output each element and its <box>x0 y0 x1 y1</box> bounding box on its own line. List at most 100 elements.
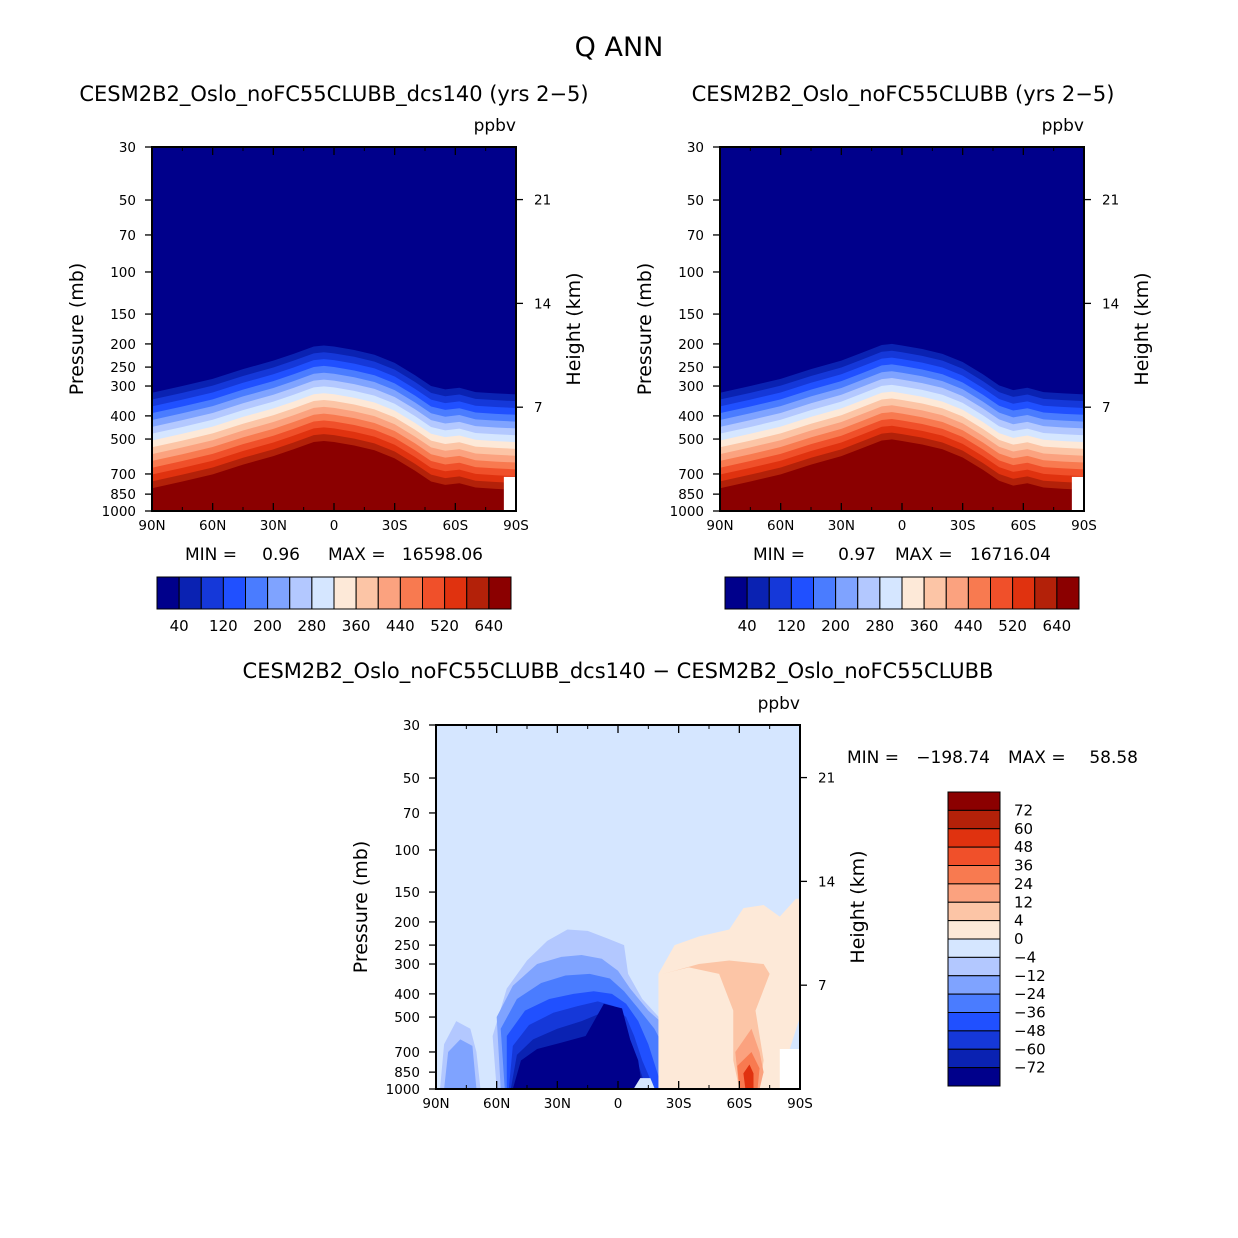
colorbar-swatch <box>945 576 969 610</box>
colorbar-label: 280 <box>866 617 895 635</box>
y-tick-label: 200 <box>394 915 420 931</box>
colorbar-swatch <box>746 576 770 610</box>
colorbar-label: −36 <box>1014 1004 1046 1022</box>
panel-model-a: CESM2B2_Oslo_noFC55CLUBB_dcs140 (yrs 2−5… <box>66 82 589 635</box>
colorbar-swatch <box>724 576 748 610</box>
max-value: 16598.06 <box>402 545 483 565</box>
colorbar-swatch <box>947 1067 1001 1087</box>
y-tick-label: 850 <box>394 1065 420 1081</box>
y-tick-label: 200 <box>110 337 136 353</box>
y-tick-label: 700 <box>394 1045 420 1061</box>
x-tick-label: 30S <box>950 518 976 534</box>
y-tick-label: 30 <box>119 140 136 156</box>
contour-region <box>779 1048 800 1089</box>
colorbar-label: 12 <box>1014 893 1033 911</box>
min-label: MIN = <box>185 545 237 565</box>
colorbar-label: 520 <box>998 617 1027 635</box>
contour-lower-region <box>720 439 1084 511</box>
contour-field <box>720 147 1084 511</box>
x-tick-label: 90S <box>787 1096 813 1112</box>
x-tick-label: 0 <box>614 1096 623 1112</box>
colorbar-label: 280 <box>298 617 327 635</box>
colorbar-swatch <box>947 828 1001 848</box>
y-tick-label: 1000 <box>670 504 704 520</box>
y-axis-label-right: Height (km) <box>847 850 869 963</box>
colorbar-swatch <box>768 576 792 610</box>
colorbar-label: 200 <box>253 617 282 635</box>
colorbar-label: 520 <box>430 617 459 635</box>
colorbar-swatch <box>947 901 1001 922</box>
colorbar-swatch <box>947 791 1001 811</box>
colorbar-swatch <box>1056 576 1080 610</box>
y-right-tick-label: 21 <box>534 193 551 209</box>
colorbar-swatch <box>947 938 1001 958</box>
colorbar-swatch <box>947 865 1001 885</box>
max-label: MAX = <box>328 545 386 565</box>
colorbar-swatch <box>289 576 313 610</box>
panel-title: CESM2B2_Oslo_noFC55CLUBB_dcs140 (yrs 2−5… <box>79 82 588 107</box>
colorbar-label: 120 <box>777 617 806 635</box>
colorbar-swatch <box>178 576 202 610</box>
colorbar-label: 640 <box>1043 617 1072 635</box>
colorbar-swatch <box>377 576 401 610</box>
colorbar-label: 40 <box>738 617 757 635</box>
colorbar-swatch <box>466 576 490 610</box>
panel-difference: CESM2B2_Oslo_noFC55CLUBB_dcs140 − CESM2B… <box>243 659 1138 1112</box>
x-tick-label: 60S <box>1010 518 1036 534</box>
colorbar-swatch <box>879 576 903 610</box>
x-tick-label: 90N <box>138 518 165 534</box>
colorbar-swatch <box>947 883 1001 903</box>
colorbar-label: 40 <box>170 617 189 635</box>
colorbar-swatch <box>311 576 335 610</box>
colorbar-swatch <box>947 1012 1001 1032</box>
x-tick-label: 0 <box>898 518 907 534</box>
main-title: Q ANN <box>575 32 664 63</box>
colorbar: 40 120 200 280 360 440 520 640 <box>724 576 1080 635</box>
x-tick-label: 30N <box>544 1096 571 1112</box>
colorbar-swatch <box>488 576 512 610</box>
y-tick-label: 150 <box>394 885 420 901</box>
max-value: 58.58 <box>1089 748 1138 768</box>
colorbar-swatch <box>790 576 814 610</box>
colorbar-swatch <box>222 576 246 610</box>
colorbar-label: 4 <box>1014 912 1024 930</box>
panel-model-b: CESM2B2_Oslo_noFC55CLUBB (yrs 2−5) 90N 60N… <box>634 82 1153 635</box>
y-tick-label: 1000 <box>386 1082 420 1098</box>
colorbar-label: −24 <box>1014 985 1046 1003</box>
min-label: MIN = <box>753 545 805 565</box>
y-right-tick-label: 7 <box>534 400 543 416</box>
colorbar-label: −48 <box>1014 1022 1046 1040</box>
y-tick-label: 300 <box>110 379 136 395</box>
y-tick-label: 300 <box>678 379 704 395</box>
contour-lower-region <box>152 440 516 511</box>
colorbar-swatch <box>947 975 1001 995</box>
y-tick-label: 250 <box>678 360 704 376</box>
contour-region <box>743 1064 754 1089</box>
contour-region <box>444 1039 477 1089</box>
max-label: MAX = <box>1008 748 1066 768</box>
colorbar-label: 0 <box>1014 930 1024 948</box>
colorbar-swatch <box>200 576 224 610</box>
colorbar-label: −60 <box>1014 1040 1046 1058</box>
colorbar-swatch <box>355 576 379 610</box>
y-tick-label: 250 <box>110 360 136 376</box>
colorbar-swatch <box>947 1048 1001 1069</box>
y-right-tick-label: 14 <box>534 296 551 312</box>
y-tick-label: 500 <box>678 432 704 448</box>
colorbar-swatch <box>857 576 881 610</box>
y-tick-label: 1000 <box>102 504 136 520</box>
y-tick-label: 700 <box>110 467 136 483</box>
min-value: 0.96 <box>262 545 300 565</box>
colorbar-swatch <box>245 576 269 610</box>
colorbar-swatch <box>422 576 446 610</box>
y-tick-label: 850 <box>678 487 704 503</box>
colorbar-swatch <box>399 576 423 610</box>
y-tick-label: 500 <box>110 432 136 448</box>
y-axis-label-right: Height (km) <box>1131 272 1153 385</box>
colorbar-label: 440 <box>954 617 983 635</box>
y-tick-label: 700 <box>678 467 704 483</box>
contour-field <box>436 725 800 1089</box>
colorbar-label: 72 <box>1014 801 1033 819</box>
y-axis-label-right: Height (km) <box>563 272 585 385</box>
